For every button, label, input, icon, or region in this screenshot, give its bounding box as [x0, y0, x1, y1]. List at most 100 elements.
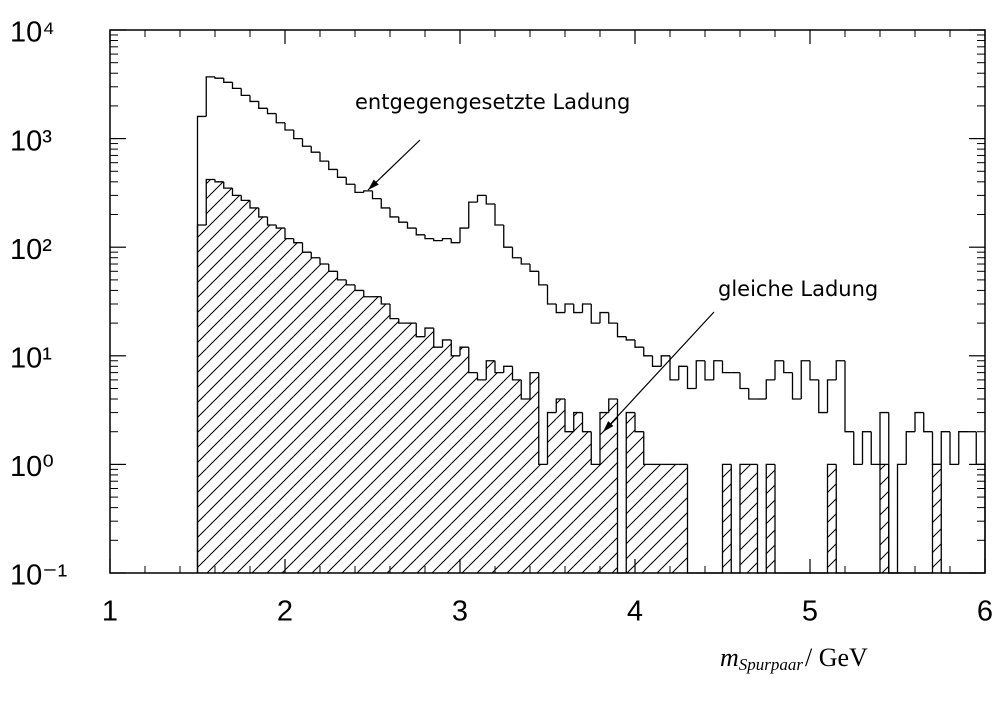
bin-outline: [196, 115, 207, 573]
bin-outline: [433, 328, 443, 348]
bin-outline: [441, 339, 452, 348]
bin-outline: [573, 303, 583, 314]
x-label-unit: / GeV: [805, 643, 868, 672]
y-tick-label: 10⁰: [10, 451, 54, 483]
bin-outline: [231, 188, 242, 197]
bin-outline: [494, 203, 504, 226]
bin-outline: [546, 284, 557, 305]
hatched-bar: [678, 464, 688, 573]
bin-outline: [756, 464, 767, 574]
bin-outline: [223, 181, 233, 189]
bin-outline: [599, 411, 609, 465]
annotation: entgegengesetzte Ladung: [355, 90, 630, 114]
bin-outline: [940, 464, 950, 574]
bin-outline: [249, 95, 259, 103]
bin-outline: [616, 323, 627, 338]
bin-outline: [511, 366, 522, 381]
hatched-bar: [390, 318, 399, 573]
bin-outline: [625, 411, 635, 573]
bin-outline: [284, 228, 294, 240]
bin-outline: [669, 355, 679, 381]
bin-outline: [424, 327, 434, 337]
bin-outline: [573, 411, 583, 432]
hatched-bar: [372, 296, 382, 573]
hatched-bar: [311, 257, 320, 573]
bin-outline: [476, 372, 487, 381]
bin-outline: [406, 222, 417, 229]
bin-outline: [958, 431, 968, 465]
bin-outline: [363, 190, 373, 193]
hatched-bar: [276, 228, 285, 574]
hatched-bar: [363, 296, 373, 573]
hatched-bar: [425, 328, 434, 573]
bin-outline: [319, 152, 329, 162]
x-tick-label: 5: [802, 596, 818, 628]
bin-outline: [625, 336, 635, 341]
bin-outline: [214, 179, 224, 183]
bin-outline: [240, 195, 250, 202]
y-tick-label: 10²: [10, 234, 52, 266]
bin-outline: [441, 237, 452, 241]
hatched-bar: [722, 464, 732, 573]
bin-outline: [791, 372, 802, 400]
x-tick-label: 4: [627, 596, 643, 628]
hatched-bar: [740, 464, 749, 573]
bin-outline: [800, 360, 810, 400]
bin-outline: [476, 194, 487, 203]
bin-outline: [319, 257, 329, 265]
hatched-bar: [530, 372, 539, 573]
bin-outline: [686, 464, 697, 574]
bin-outline: [468, 347, 478, 374]
bin-outline: [354, 284, 364, 292]
hatched-bar: [495, 372, 504, 573]
bin-outline: [818, 379, 828, 414]
bin-outline: [914, 411, 924, 432]
hatched-bar: [346, 284, 355, 573]
bin-outline: [249, 200, 259, 209]
hatched-bar: [652, 464, 662, 573]
bin-outline: [844, 360, 854, 433]
bin-outline: [380, 296, 390, 305]
x-tick-label: 3: [452, 596, 468, 628]
bin-outline: [354, 184, 364, 193]
bin-outline: [905, 431, 915, 465]
bin-outline: [258, 207, 268, 218]
bin-outline: [695, 360, 705, 389]
hatched-bar: [486, 360, 495, 573]
bin-outline: [336, 271, 347, 281]
bin-outline: [739, 463, 749, 573]
bin-outline: [643, 347, 653, 357]
hatched-bar: [206, 179, 215, 573]
hatched-bar: [591, 464, 600, 573]
bin-outline: [310, 252, 320, 259]
hatched-bar: [670, 464, 679, 573]
hatched-bar: [512, 379, 522, 573]
hatched-bar: [766, 464, 775, 573]
bin-outline: [686, 366, 697, 390]
bin-outline: [485, 195, 495, 205]
y-tick-label: 10³: [10, 125, 52, 157]
bin-outline: [940, 431, 950, 465]
hatched-bar: [643, 464, 653, 573]
bin-outline: [240, 88, 250, 97]
bin-outline: [529, 264, 539, 272]
bin-outline: [564, 303, 574, 313]
bin-outline: [538, 271, 548, 286]
bin-outline: [459, 346, 469, 356]
hatched-bar: [328, 271, 338, 573]
hatched-bar: [468, 372, 478, 573]
bin-outline: [721, 463, 732, 573]
bin-outline: [651, 355, 662, 367]
bin-outline: [301, 138, 312, 147]
bin-outline: [608, 312, 618, 324]
x-axis-label: mSpurpaar/ GeV: [720, 643, 868, 674]
bin-outline: [896, 463, 907, 573]
hatched-bar: [748, 464, 758, 573]
bin-outline: [581, 412, 592, 433]
annotation-arrow: [602, 311, 715, 433]
bin-outline: [765, 463, 775, 573]
bin-outline: [284, 122, 294, 131]
hatched-bar: [416, 336, 425, 573]
bin-outline: [328, 161, 338, 171]
